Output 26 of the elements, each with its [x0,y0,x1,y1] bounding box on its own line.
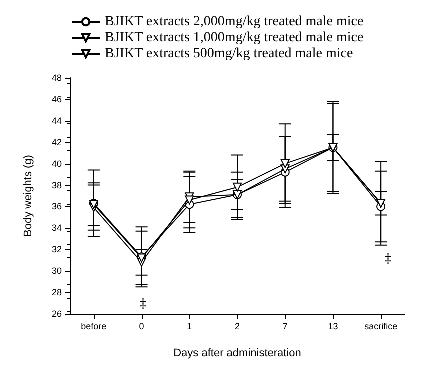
y-tick-label: 32 [52,244,62,255]
y-tick-label: 46 [52,94,62,104]
x-tick-label: before [81,322,107,332]
x-tick-label: 2 [234,322,240,332]
y-tick-label: 34 [52,223,62,234]
y-axis-title: Body weights (g) [22,155,34,237]
y-tick-label: 30 [52,266,62,276]
x-axis-title: Days after administeration [174,348,302,360]
legend-label: BJIKT extracts 500mg/kg treated male mice [105,46,354,62]
annotation: ‡ [385,252,392,267]
legend-label: BJIKT extracts 1,000mg/kg treated male mice [105,30,364,46]
x-tick-label: sacrifice [364,322,398,332]
x-tick-label: 7 [282,322,288,332]
x-tick-label: 13 [328,322,338,332]
y-tick-label: 28 [52,288,62,298]
y-tick-label: 44 [52,116,62,126]
legend-label: BJIKT extracts 2,000mg/kg treated male mice [105,14,364,30]
x-tick-label: 0 [139,322,144,332]
x-tick-label: 1 [187,322,192,332]
y-tick-label: 48 [52,73,62,83]
y-tick-label: 40 [52,158,62,169]
y-tick-label: 38 [52,180,62,190]
annotation: ‡ [140,297,147,312]
y-tick-label: 42 [52,137,62,148]
y-tick-label: 26 [52,309,62,319]
y-tick-label: 36 [52,202,62,212]
